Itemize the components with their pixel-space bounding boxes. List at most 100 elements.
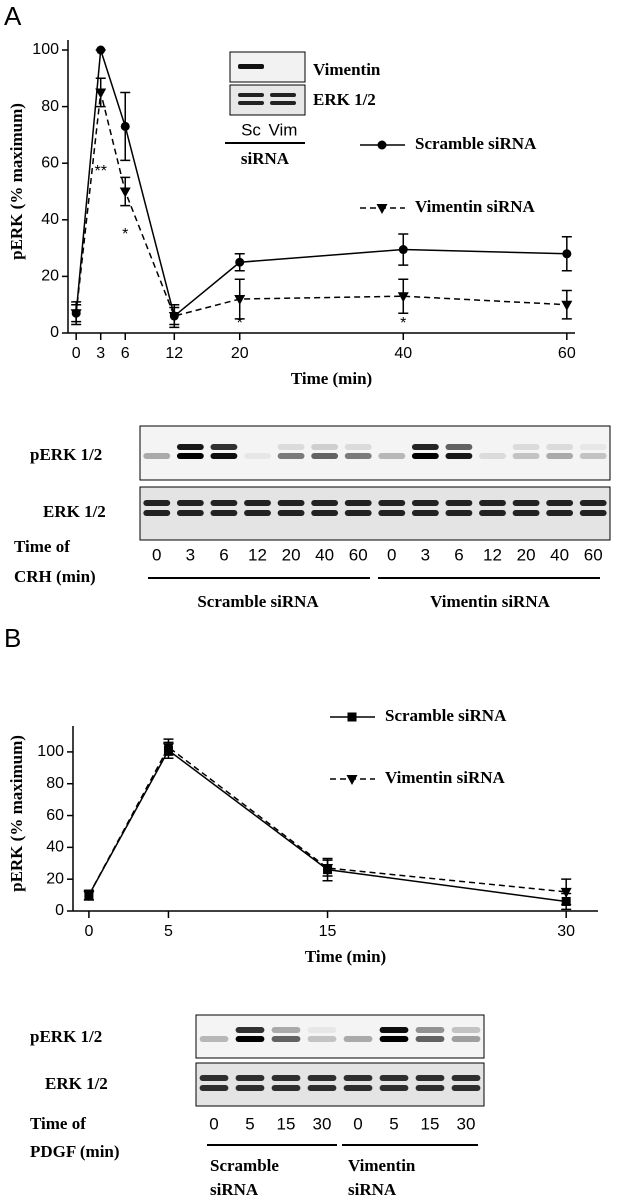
lane-label: Vim bbox=[269, 120, 298, 139]
lane-label: 12 bbox=[483, 545, 502, 564]
band bbox=[235, 1036, 265, 1042]
x-tick-label: 60 bbox=[558, 345, 576, 362]
lane-label: 30 bbox=[457, 1114, 476, 1133]
band bbox=[445, 510, 473, 516]
band bbox=[210, 444, 238, 450]
marker bbox=[162, 743, 174, 754]
band bbox=[210, 510, 238, 516]
marker bbox=[120, 121, 130, 131]
band bbox=[235, 1027, 265, 1033]
lane-label: 40 bbox=[550, 545, 569, 564]
x-axis-label: Time (min) bbox=[305, 947, 386, 966]
x-tick-label: 0 bbox=[84, 923, 93, 940]
band bbox=[411, 444, 439, 450]
band bbox=[415, 1085, 445, 1091]
band bbox=[479, 453, 506, 459]
band bbox=[238, 101, 264, 105]
blot-row-label: pERK 1/2 bbox=[30, 1027, 102, 1046]
legend-marker bbox=[346, 775, 358, 785]
annotation: * bbox=[400, 315, 406, 332]
marker bbox=[562, 249, 572, 259]
group-label: siRNA bbox=[348, 1180, 397, 1199]
x-tick-label: 30 bbox=[557, 923, 575, 940]
band bbox=[344, 500, 372, 506]
band bbox=[244, 453, 271, 459]
band bbox=[379, 1036, 409, 1042]
lane-label: Sc bbox=[241, 120, 261, 139]
band bbox=[579, 510, 607, 516]
band bbox=[277, 444, 305, 450]
lane-label: 0 bbox=[209, 1114, 218, 1133]
band bbox=[277, 500, 305, 506]
legend-label: Scramble siRNA bbox=[415, 134, 537, 153]
band bbox=[415, 1075, 445, 1081]
bands bbox=[199, 1027, 481, 1091]
band bbox=[512, 453, 540, 459]
band bbox=[271, 1036, 301, 1042]
band bbox=[411, 500, 439, 506]
legend-marker bbox=[376, 204, 388, 214]
y-tick-label: 80 bbox=[46, 775, 64, 792]
series-line bbox=[88, 746, 567, 896]
band bbox=[344, 510, 372, 516]
band bbox=[270, 101, 296, 105]
blot-box bbox=[229, 84, 306, 116]
lane-label: 40 bbox=[315, 545, 334, 564]
blot-row-label: pERK 1/2 bbox=[30, 445, 102, 464]
legend-marker bbox=[377, 140, 387, 150]
y-tick-label: 40 bbox=[41, 211, 59, 228]
y-tick-label: 20 bbox=[41, 268, 59, 285]
lane-label: 3 bbox=[421, 545, 430, 564]
annotation: * bbox=[237, 315, 243, 332]
band bbox=[277, 453, 305, 459]
band bbox=[176, 500, 204, 506]
band bbox=[235, 1075, 265, 1081]
x-axis-label: Time (min) bbox=[291, 369, 372, 388]
group-label: Scramble siRNA bbox=[197, 592, 319, 611]
band bbox=[379, 1085, 409, 1091]
band bbox=[379, 1075, 409, 1081]
x-tick-label: 5 bbox=[164, 923, 173, 940]
band bbox=[210, 500, 238, 506]
band bbox=[579, 453, 607, 459]
marker bbox=[561, 300, 573, 311]
blot-row-label: ERK 1/2 bbox=[43, 502, 106, 521]
y-tick-label: 60 bbox=[41, 154, 59, 171]
band bbox=[451, 1085, 481, 1091]
lane-label: 0 bbox=[152, 545, 161, 564]
marker bbox=[95, 88, 107, 99]
lane-label: 60 bbox=[584, 545, 603, 564]
band bbox=[379, 1027, 409, 1033]
x-tick-label: 12 bbox=[165, 345, 183, 362]
marker bbox=[168, 312, 180, 323]
band bbox=[451, 1075, 481, 1081]
x-tick-label: 0 bbox=[72, 345, 81, 362]
band bbox=[546, 444, 574, 450]
band bbox=[176, 444, 204, 450]
band bbox=[238, 64, 264, 69]
group-label: Vimentin bbox=[348, 1156, 416, 1175]
marker bbox=[398, 245, 408, 255]
y-tick-label: 0 bbox=[55, 902, 64, 919]
lane-label: 5 bbox=[245, 1114, 254, 1133]
band bbox=[415, 1027, 445, 1033]
blot-box bbox=[139, 486, 611, 541]
band bbox=[311, 444, 339, 450]
blot-box bbox=[139, 425, 611, 481]
band bbox=[199, 1075, 229, 1081]
marker bbox=[83, 891, 95, 902]
y-tick-label: 100 bbox=[32, 41, 59, 58]
blot-row-label: Vimentin bbox=[313, 60, 381, 79]
band bbox=[271, 1027, 301, 1033]
band bbox=[546, 500, 574, 506]
band bbox=[238, 93, 264, 97]
band bbox=[307, 1036, 337, 1042]
band bbox=[277, 510, 305, 516]
annotation: * bbox=[122, 226, 128, 243]
x-tick-label: 20 bbox=[231, 345, 249, 362]
time-label: Time of bbox=[30, 1114, 86, 1133]
legend-label: Vimentin siRNA bbox=[385, 768, 506, 787]
marker bbox=[234, 295, 246, 306]
lane-label: 6 bbox=[454, 545, 463, 564]
